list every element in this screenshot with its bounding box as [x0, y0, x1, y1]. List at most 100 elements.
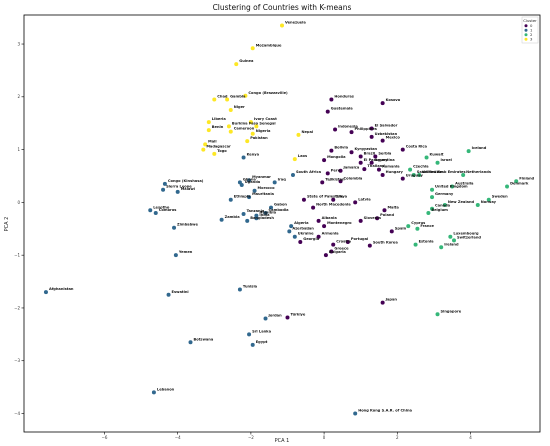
data-point: [289, 224, 294, 229]
point-label: Serbia: [378, 151, 392, 155]
legend-marker: [524, 24, 528, 28]
point-label: Tunisia: [243, 284, 258, 288]
point-label: Latvia: [358, 197, 371, 201]
data-point: [349, 130, 354, 135]
data-point: [329, 97, 334, 102]
point-label: Slovenia: [364, 216, 382, 220]
data-point: [369, 126, 374, 131]
point-label: Armenia: [322, 232, 340, 236]
point-label: Ireland: [444, 242, 459, 246]
point-label: Ivory Coast: [254, 117, 277, 121]
data-point: [466, 149, 471, 154]
point-label: France: [420, 224, 434, 228]
point-label: Congo (Brazzaville): [248, 91, 288, 95]
legend-entry: 0: [530, 23, 533, 28]
point-label: Mozambique: [256, 43, 282, 47]
point-label: Costa Rica: [406, 145, 428, 149]
point-label: South Korea: [373, 241, 399, 245]
point-label: Croatia: [336, 240, 351, 244]
point-label: Czechia: [413, 165, 429, 169]
point-label: Azerbaijan: [292, 226, 314, 230]
data-point: [250, 342, 255, 347]
y-tick-label: 1: [17, 147, 20, 152]
data-point: [353, 200, 358, 205]
point-label: Luxembourg: [453, 232, 479, 236]
point-label: Comoros: [159, 208, 177, 212]
point-label: Jordan: [268, 314, 283, 318]
data-point: [406, 224, 411, 229]
point-label: State of Palestine: [307, 195, 344, 199]
data-point: [430, 206, 435, 211]
data-point: [415, 226, 420, 231]
data-point: [448, 234, 453, 239]
data-point: [203, 142, 208, 147]
data-point: [241, 211, 246, 216]
data-point: [452, 238, 456, 243]
point-label: Thailand: [367, 164, 385, 168]
point-label: Sri Lanka: [252, 329, 272, 333]
point-label: Guatemala: [331, 107, 353, 111]
point-label: Mauritania: [252, 192, 274, 196]
point-label: United Arab Emirates: [422, 170, 465, 174]
x-axis-label: PCA 1: [275, 438, 290, 444]
point-label: Portugal: [351, 237, 368, 241]
point-label: Philippines: [355, 127, 377, 131]
point-label: Zimbabwe: [177, 223, 198, 227]
point-label: Tajikistan: [325, 177, 345, 181]
point-label: Uzbekistan: [375, 132, 398, 136]
data-point: [161, 187, 166, 192]
data-point: [263, 316, 268, 321]
point-label: Mali: [208, 139, 216, 143]
legend-marker: [524, 28, 528, 32]
x-tick-label: −6: [102, 435, 108, 440]
point-label: Niger: [234, 105, 245, 109]
point-label: Kosovo: [386, 98, 401, 102]
point-label: Togo: [217, 149, 227, 153]
point-label: Bangladesh: [250, 216, 274, 220]
data-point: [301, 197, 306, 202]
data-point: [247, 178, 252, 183]
x-tick-label: 2: [396, 435, 399, 440]
point-label: Estonia: [419, 240, 435, 244]
data-point: [263, 210, 268, 215]
data-point: [322, 224, 327, 229]
legend-marker: [524, 37, 528, 41]
point-label: Bolivia: [334, 146, 348, 150]
point-label: Kuwait: [430, 153, 444, 157]
point-label: Cyprus: [411, 221, 425, 225]
data-point: [201, 147, 206, 152]
point-label: Senegal: [259, 121, 275, 125]
point-label: Afghanistan: [49, 287, 74, 291]
point-label: Tanzania: [247, 209, 265, 213]
point-label: Uganda: [245, 180, 261, 184]
point-label: Malawi: [181, 187, 195, 191]
point-label: Peru: [331, 168, 341, 172]
point-label: Cameroon: [234, 127, 255, 131]
data-point: [172, 225, 177, 230]
data-point: [424, 155, 429, 160]
point-label: Zambia: [225, 215, 241, 219]
point-label: Eswatini: [172, 290, 189, 294]
data-point: [237, 287, 242, 292]
point-label: Venezuela: [285, 21, 306, 25]
y-axis-ticks: −4 −3 −2 −1 0 1 2 3: [14, 41, 24, 416]
data-point: [353, 411, 358, 416]
point-label: Uruguay: [406, 174, 424, 178]
data-point: [435, 312, 440, 317]
legend-marker: [524, 33, 528, 37]
data-point: [461, 172, 466, 177]
point-label: Netherlands: [466, 170, 491, 174]
point-label: Cambodia: [269, 208, 290, 212]
data-point: [435, 160, 440, 165]
x-tick-label: 0: [323, 435, 326, 440]
data-point: [408, 167, 413, 172]
data-point: [338, 179, 343, 184]
data-point: [380, 300, 385, 305]
data-point: [247, 332, 252, 337]
data-point: [417, 172, 422, 177]
data-point: [380, 101, 385, 106]
data-point: [206, 128, 211, 133]
data-point: [285, 315, 290, 320]
data-point: [375, 216, 380, 221]
point-label: Laos: [298, 154, 307, 158]
